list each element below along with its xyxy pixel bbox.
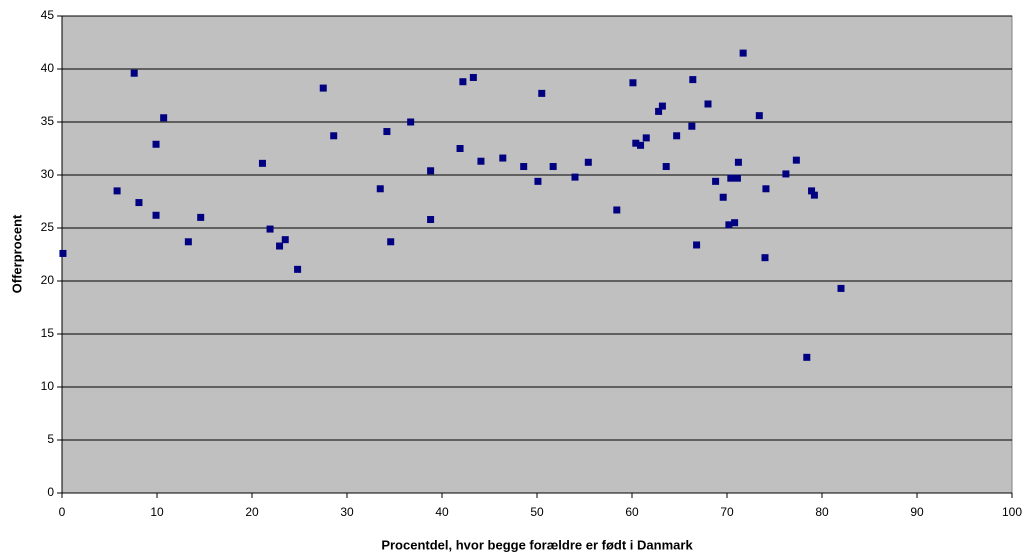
point — [383, 128, 391, 136]
point — [407, 118, 415, 126]
y-tick-label: 30 — [41, 167, 55, 181]
point — [160, 114, 168, 122]
x-tick-label: 100 — [1002, 505, 1022, 519]
point — [613, 206, 621, 214]
point — [725, 221, 733, 229]
y-tick-label: 25 — [41, 220, 55, 234]
point — [520, 163, 528, 171]
point — [655, 107, 663, 115]
x-tick-label: 10 — [150, 505, 164, 519]
y-tick-label: 40 — [41, 61, 55, 75]
point — [276, 242, 284, 250]
point — [281, 236, 289, 244]
x-tick-label: 20 — [245, 505, 259, 519]
point — [688, 122, 696, 130]
point — [469, 73, 477, 81]
y-tick-label: 5 — [47, 432, 54, 446]
point — [113, 187, 121, 195]
x-tick-label: 30 — [340, 505, 354, 519]
point — [459, 78, 467, 86]
point — [712, 177, 720, 185]
point — [571, 173, 579, 181]
point — [762, 185, 770, 193]
point — [739, 49, 747, 57]
point — [152, 140, 160, 148]
y-tick-label: 15 — [41, 326, 55, 340]
point — [637, 141, 645, 149]
point — [184, 238, 192, 246]
point — [704, 100, 712, 108]
point — [658, 102, 666, 110]
point — [266, 225, 274, 233]
point — [727, 174, 735, 182]
point — [629, 79, 637, 87]
y-axis-title: Offerprocent — [9, 214, 24, 293]
point — [549, 163, 557, 171]
point — [731, 219, 739, 227]
x-axis-title: Procentdel, hvor begge forældre er født … — [381, 537, 693, 552]
point — [719, 193, 727, 201]
plot-area — [61, 15, 1013, 494]
point — [294, 265, 302, 273]
point — [837, 284, 845, 292]
x-tick-label: 40 — [435, 505, 449, 519]
point — [427, 167, 435, 175]
point — [376, 185, 384, 193]
x-tick-label: 50 — [530, 505, 544, 519]
point — [538, 89, 546, 97]
point — [330, 132, 338, 140]
point — [662, 163, 670, 171]
y-tick-label: 45 — [41, 8, 55, 22]
point — [733, 174, 741, 182]
point — [761, 254, 769, 262]
x-tick-label: 90 — [910, 505, 924, 519]
point — [197, 213, 205, 221]
point — [689, 76, 697, 84]
point — [152, 211, 160, 219]
point — [810, 191, 818, 199]
point — [499, 154, 507, 162]
y-tick-label: 35 — [41, 114, 55, 128]
point — [642, 134, 650, 142]
point — [534, 177, 542, 185]
point — [632, 139, 640, 147]
point — [130, 69, 138, 77]
y-tick-label: 10 — [41, 379, 55, 393]
point — [387, 238, 395, 246]
point — [258, 159, 266, 167]
point — [782, 170, 790, 178]
x-tick-label: 70 — [720, 505, 734, 519]
point — [693, 241, 701, 249]
point — [59, 249, 67, 257]
point — [755, 112, 763, 120]
point — [673, 132, 681, 140]
point — [734, 158, 742, 166]
point — [792, 156, 800, 164]
point — [135, 199, 143, 207]
point — [808, 187, 816, 195]
x-tick-label: 60 — [625, 505, 639, 519]
point — [477, 157, 485, 165]
point — [584, 158, 592, 166]
x-tick-label: 0 — [59, 505, 66, 519]
y-tick-label: 20 — [41, 273, 55, 287]
point — [803, 353, 811, 361]
point — [319, 84, 327, 92]
point — [427, 216, 435, 224]
y-tick-label: 0 — [47, 485, 54, 499]
point — [456, 145, 464, 152]
x-tick-label: 80 — [815, 505, 829, 519]
